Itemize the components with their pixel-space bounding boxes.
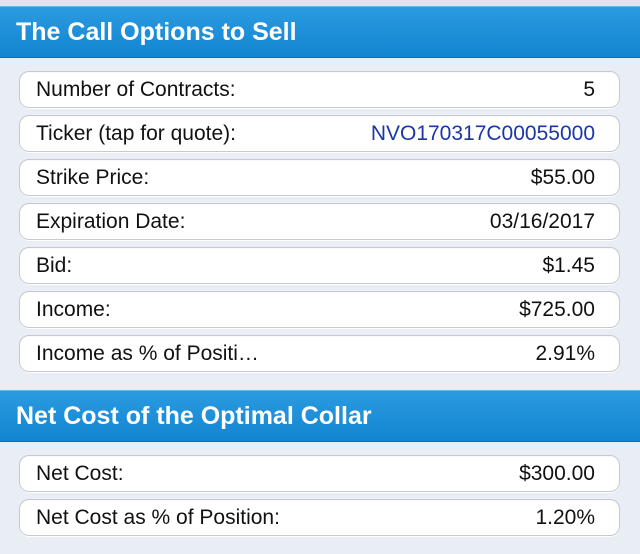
income-row: Income: $725.00	[19, 291, 620, 328]
net-cost-value: $300.00	[519, 461, 595, 485]
net-cost-percent-value: 1.20%	[535, 505, 595, 529]
net-cost-percent-row: Net Cost as % of Position: 1.20%	[19, 499, 620, 536]
net-cost-header: Net Cost of the Optimal Collar	[0, 390, 640, 442]
income-percent-label: Income as % of Positi…	[36, 341, 259, 365]
net-cost-title: Net Cost of the Optimal Collar	[16, 401, 372, 430]
expiration-date-label: Expiration Date:	[36, 209, 186, 233]
strike-price-label: Strike Price:	[36, 165, 150, 189]
call-options-header: The Call Options to Sell	[0, 6, 640, 58]
contracts-value: 5	[583, 77, 595, 101]
expiration-date-row: Expiration Date: 03/16/2017	[19, 203, 620, 240]
ticker-label: Ticker (tap for quote):	[36, 121, 236, 145]
net-cost-percent-label: Net Cost as % of Position:	[36, 505, 280, 529]
ticker-row[interactable]: Ticker (tap for quote): NVO170317C000550…	[19, 115, 620, 152]
ticker-link[interactable]: NVO170317C00055000	[370, 121, 595, 145]
contracts-row: Number of Contracts: 5	[19, 71, 620, 108]
call-options-section: Number of Contracts: 5 Ticker (tap for q…	[0, 58, 640, 390]
bid-row: Bid: $1.45	[19, 247, 620, 284]
net-cost-section: Net Cost: $300.00 Net Cost as % of Posit…	[0, 442, 640, 554]
strike-price-value: $55.00	[530, 165, 595, 189]
bid-label: Bid:	[36, 253, 73, 277]
net-cost-row: Net Cost: $300.00	[19, 455, 620, 492]
expiration-date-value: 03/16/2017	[489, 209, 595, 233]
income-value: $725.00	[519, 297, 595, 321]
strike-price-row: Strike Price: $55.00	[19, 159, 620, 196]
net-cost-label: Net Cost:	[36, 461, 124, 485]
income-percent-value: 2.91%	[535, 341, 595, 365]
income-label: Income:	[36, 297, 111, 321]
income-percent-row: Income as % of Positi… 2.91%	[19, 335, 620, 372]
contracts-label: Number of Contracts:	[36, 77, 236, 101]
bid-value: $1.45	[542, 253, 595, 277]
call-options-title: The Call Options to Sell	[16, 17, 297, 46]
